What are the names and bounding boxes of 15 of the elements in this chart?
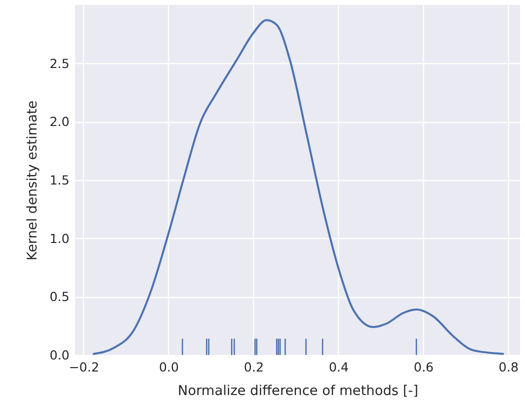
x-axis-title: Normalize difference of methods [-] <box>178 383 418 399</box>
x-tick-label: 0.4 <box>328 360 349 374</box>
y-tick-label: 0.5 <box>50 289 70 304</box>
y-tick-label: 2.5 <box>50 56 70 71</box>
x-tick-label: 0.6 <box>414 360 434 374</box>
x-tick-label: 0.2 <box>244 360 264 374</box>
y-axis-title: Kernel density estimate <box>24 100 41 260</box>
x-tick-label: −0.2 <box>68 360 100 374</box>
x-tick-label: 0.0 <box>158 360 179 374</box>
y-tick-label: 2.0 <box>50 114 70 130</box>
line-series <box>92 19 504 355</box>
x-tick-label: 0.8 <box>498 360 519 374</box>
y-tick-label: 0.0 <box>50 348 70 362</box>
y-tick-label: 1.5 <box>50 172 70 188</box>
y-tick-label: 1.0 <box>50 230 70 246</box>
